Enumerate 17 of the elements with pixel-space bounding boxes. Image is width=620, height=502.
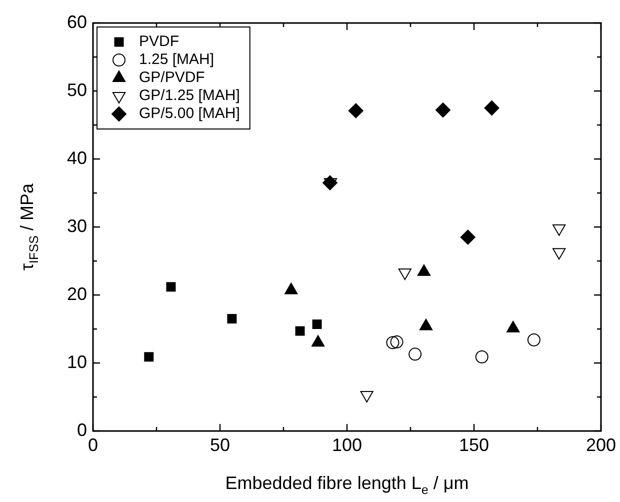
y-tick-label: 10 — [66, 352, 87, 372]
y-axis-title: τIFSS / MPa — [16, 182, 41, 271]
y-tick-label: 40 — [66, 148, 87, 168]
y-tick-label: 0 — [76, 420, 87, 440]
legend-label: GP/PVDF — [139, 69, 205, 86]
x-tick-label: 100 — [332, 434, 362, 455]
legend-label: PVDF — [139, 33, 180, 50]
x-tick-label: 150 — [458, 434, 490, 455]
x-tick-label: 50 — [210, 434, 230, 455]
y-tick-label: 30 — [66, 216, 87, 236]
y-tick-label: 50 — [66, 80, 87, 100]
legend-label: 1.25 [MAH] — [139, 51, 214, 68]
legend-label: GP/5.00 [MAH] — [139, 105, 240, 122]
x-tick-label: 200 — [586, 434, 616, 455]
y-tick-label: 60 — [66, 12, 87, 32]
legend-label: GP/1.25 [MAH] — [139, 87, 240, 104]
y-tick-label: 20 — [66, 284, 87, 304]
